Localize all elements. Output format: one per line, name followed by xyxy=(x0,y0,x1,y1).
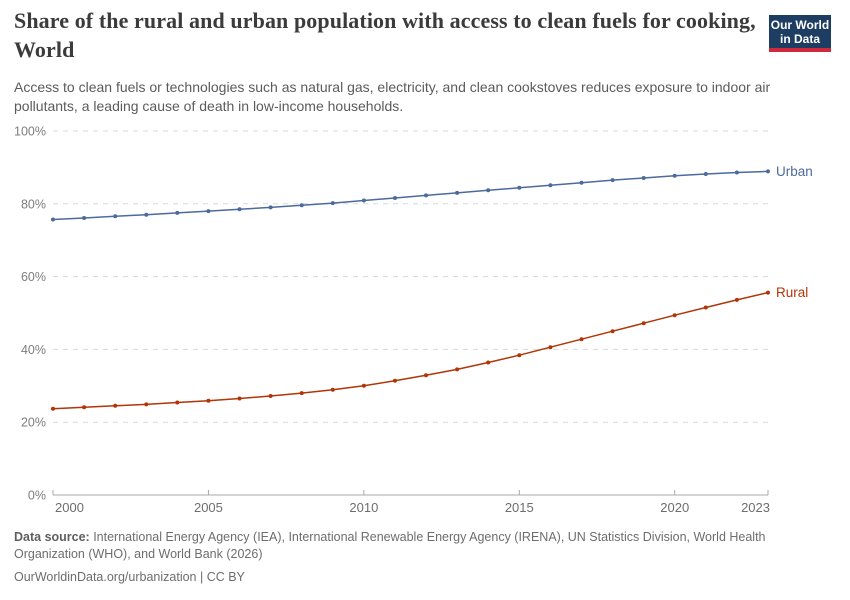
series-point-rural-2004 xyxy=(175,400,180,405)
x-tick-label-2015: 2015 xyxy=(505,500,534,515)
data-source-label: Data source: xyxy=(14,530,90,544)
series-point-rural-2016 xyxy=(548,345,553,350)
series-point-rural-2017 xyxy=(579,337,584,342)
series-point-urban-2006 xyxy=(237,207,242,212)
series-point-rural-2020 xyxy=(672,313,677,318)
y-tick-label-60: 60% xyxy=(21,270,46,284)
series-point-rural-2014 xyxy=(486,360,491,365)
series-line-rural xyxy=(52,291,769,410)
series-point-rural-2022 xyxy=(734,297,739,302)
series-point-rural-2012 xyxy=(424,373,428,378)
line-chart: 0% 20% 40% 60% 80% 100% 2000 2005 2010 2015 2020 20… xyxy=(14,125,813,516)
series-point-rural-2005 xyxy=(206,398,211,403)
y-tick-label-20: 20% xyxy=(21,416,46,430)
series-point-rural-2019 xyxy=(641,321,646,326)
series-point-rural-2013 xyxy=(455,367,460,372)
series-point-urban-2003 xyxy=(144,212,149,217)
series-point-urban-2022 xyxy=(734,170,739,175)
series-point-urban-2004 xyxy=(175,210,180,215)
data-source-line: Data source: International Energy Agency… xyxy=(14,529,830,563)
series-point-rural-2010 xyxy=(361,383,366,388)
series-point-urban-2020 xyxy=(672,173,677,178)
series-point-urban-2012 xyxy=(424,193,428,198)
x-tick-label-2000: 2000 xyxy=(55,500,84,515)
series-point-rural-2009 xyxy=(330,387,335,392)
series-point-urban-2019 xyxy=(641,176,646,180)
series-point-rural-2003 xyxy=(144,402,149,407)
series-point-urban-2014 xyxy=(486,188,491,193)
y-tick-label-40: 40% xyxy=(21,343,46,357)
logo-line1: Our World xyxy=(770,18,830,32)
chart-subtitle: Access to clean fuels or technologies su… xyxy=(14,79,771,114)
license-link[interactable]: OurWorldinData.org/urbanization | CC BY xyxy=(14,570,245,584)
series-point-rural-2023 xyxy=(766,290,770,295)
x-tick-label-2010: 2010 xyxy=(349,500,378,515)
y-tick-label-100: 100% xyxy=(14,125,46,139)
series-point-rural-2015 xyxy=(517,353,522,358)
series-point-rural-2007 xyxy=(268,394,273,398)
series-point-urban-2008 xyxy=(299,203,304,208)
x-tick-label-2005: 2005 xyxy=(194,500,223,515)
series-point-urban-2018 xyxy=(610,178,615,183)
series-point-urban-2002 xyxy=(113,214,118,219)
data-source-text: International Energy Agency (IEA), Inter… xyxy=(14,530,766,561)
series-label-rural: Rural xyxy=(776,285,808,300)
series-point-urban-2017 xyxy=(579,180,584,185)
y-tick-label-0: 0% xyxy=(28,489,46,503)
y-tick-label-80: 80% xyxy=(21,197,46,211)
series-point-urban-2011 xyxy=(393,196,397,200)
series-point-urban-2010 xyxy=(361,198,366,203)
series-point-rural-2000 xyxy=(51,406,55,411)
series-point-rural-2006 xyxy=(237,396,242,401)
x-tick-label-2023: 2023 xyxy=(741,500,770,515)
series-point-rural-2002 xyxy=(113,403,118,408)
series-label-urban: Urban xyxy=(776,164,813,179)
series-point-urban-2015 xyxy=(517,185,522,190)
series-point-rural-2021 xyxy=(703,305,708,310)
series-point-urban-2007 xyxy=(268,205,273,210)
series-point-rural-2018 xyxy=(610,329,615,334)
owid-logo: Our World in Data xyxy=(769,15,831,52)
series-point-urban-2023 xyxy=(766,169,770,174)
logo-line2: in Data xyxy=(779,32,820,46)
chart-footer: Data source: International Energy Agency… xyxy=(14,529,830,586)
series-point-rural-2001 xyxy=(82,405,87,410)
series-point-rural-2011 xyxy=(393,378,397,383)
chart-title: Share of the rural and urban population … xyxy=(14,8,756,62)
series-point-urban-2000 xyxy=(51,217,55,222)
series-point-urban-2016 xyxy=(548,183,553,188)
x-tick-label-2020: 2020 xyxy=(660,500,689,515)
series-line-urban xyxy=(52,170,769,221)
series-point-urban-2013 xyxy=(455,190,460,195)
series-point-urban-2009 xyxy=(330,201,335,206)
series-point-rural-2008 xyxy=(299,391,304,396)
series-point-urban-2021 xyxy=(703,172,708,176)
series-point-urban-2005 xyxy=(206,209,211,214)
series-point-urban-2001 xyxy=(82,216,87,220)
